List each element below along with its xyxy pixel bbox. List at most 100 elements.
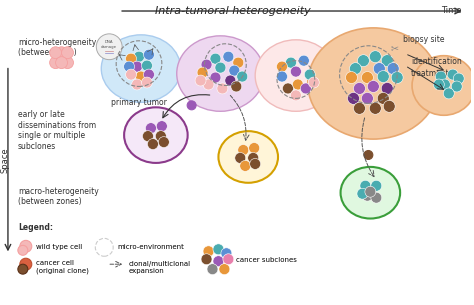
Circle shape (360, 180, 371, 191)
Circle shape (367, 81, 379, 92)
Circle shape (447, 69, 458, 80)
Text: Time: Time (441, 6, 462, 15)
Circle shape (55, 47, 67, 59)
Circle shape (349, 63, 361, 74)
Circle shape (18, 245, 28, 255)
Text: ✂: ✂ (391, 44, 399, 54)
Circle shape (155, 131, 166, 142)
Circle shape (285, 57, 296, 68)
Circle shape (377, 70, 389, 82)
Circle shape (141, 77, 153, 88)
Circle shape (436, 71, 447, 82)
Circle shape (443, 88, 454, 99)
Circle shape (354, 102, 365, 114)
Circle shape (249, 142, 260, 153)
Circle shape (347, 92, 359, 104)
Text: biopsy site: biopsy site (403, 35, 445, 44)
Circle shape (240, 160, 251, 171)
Circle shape (364, 150, 373, 160)
Circle shape (223, 51, 234, 62)
Ellipse shape (124, 107, 188, 163)
Circle shape (62, 57, 73, 69)
Circle shape (381, 55, 393, 66)
Circle shape (369, 51, 381, 63)
Circle shape (210, 72, 221, 83)
Text: treatment: treatment (411, 69, 450, 78)
Text: macro-heterogeneity
(between zones): macro-heterogeneity (between zones) (18, 187, 99, 206)
Circle shape (207, 264, 218, 274)
Circle shape (308, 77, 319, 88)
Circle shape (195, 75, 206, 86)
Circle shape (126, 53, 137, 64)
Text: cancer subclones: cancer subclones (237, 257, 297, 263)
Circle shape (203, 79, 214, 90)
Circle shape (158, 137, 169, 148)
Circle shape (439, 79, 450, 90)
Circle shape (354, 82, 365, 95)
Circle shape (371, 192, 382, 203)
Circle shape (231, 81, 242, 92)
Circle shape (374, 63, 385, 74)
Text: Space: Space (0, 147, 9, 173)
Circle shape (357, 55, 369, 66)
Circle shape (433, 79, 444, 90)
Circle shape (235, 152, 246, 163)
Circle shape (134, 51, 145, 62)
Circle shape (357, 188, 368, 199)
Circle shape (50, 47, 62, 59)
Circle shape (250, 159, 261, 169)
Circle shape (361, 92, 374, 104)
Circle shape (276, 61, 287, 72)
Text: identification: identification (411, 57, 462, 66)
Circle shape (237, 71, 248, 82)
Circle shape (95, 239, 113, 256)
Circle shape (18, 264, 28, 274)
Circle shape (371, 180, 382, 191)
Circle shape (291, 66, 301, 77)
Circle shape (291, 90, 301, 101)
Circle shape (55, 57, 67, 69)
Circle shape (283, 83, 293, 94)
Circle shape (96, 34, 122, 60)
Circle shape (453, 73, 464, 84)
Text: primary tumor: primary tumor (111, 99, 167, 107)
Ellipse shape (101, 35, 181, 102)
Circle shape (451, 81, 462, 92)
Circle shape (136, 71, 146, 82)
Ellipse shape (255, 40, 337, 111)
Text: Legend:: Legend: (18, 224, 53, 232)
Ellipse shape (340, 167, 400, 218)
Circle shape (147, 138, 158, 149)
Circle shape (304, 69, 315, 80)
Circle shape (144, 69, 155, 80)
Circle shape (146, 123, 156, 134)
Ellipse shape (308, 28, 439, 139)
Text: early or late
disseminations from
single or multiple
subclones: early or late disseminations from single… (18, 110, 96, 150)
Circle shape (365, 186, 376, 197)
Circle shape (361, 72, 374, 84)
Circle shape (391, 72, 403, 84)
Circle shape (20, 258, 32, 270)
Circle shape (387, 63, 399, 74)
Circle shape (276, 71, 287, 82)
Circle shape (143, 131, 154, 142)
Circle shape (132, 61, 143, 72)
Circle shape (201, 59, 212, 70)
Ellipse shape (412, 56, 474, 115)
Circle shape (156, 121, 167, 132)
Text: Intra-tumoral heterogeneity: Intra-tumoral heterogeneity (155, 6, 311, 16)
Circle shape (215, 62, 226, 73)
Text: clonal/multiclonal
expansion: clonal/multiclonal expansion (129, 261, 191, 274)
Circle shape (210, 53, 221, 64)
Circle shape (141, 60, 153, 71)
Circle shape (144, 49, 155, 60)
Circle shape (346, 72, 357, 84)
Circle shape (292, 79, 303, 90)
Text: cancer cell
(original clone): cancer cell (original clone) (36, 260, 89, 274)
Text: micro-heterogeneity
(between cells): micro-heterogeneity (between cells) (18, 38, 96, 57)
Ellipse shape (219, 131, 278, 183)
Circle shape (223, 254, 234, 265)
Circle shape (187, 101, 196, 110)
Circle shape (233, 57, 244, 68)
Circle shape (383, 100, 395, 112)
